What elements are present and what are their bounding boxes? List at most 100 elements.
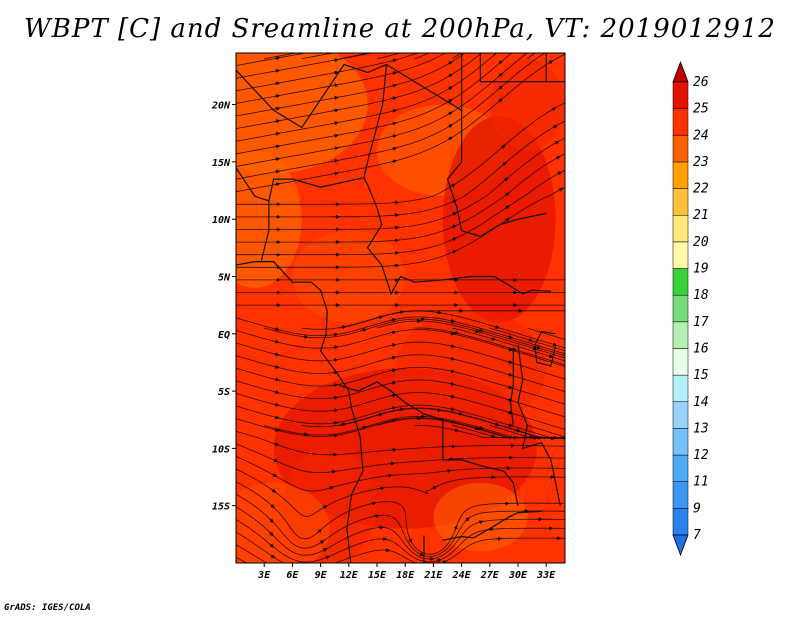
streamline-arrow <box>447 111 453 116</box>
streamline-arrow <box>378 50 381 51</box>
streamline-arrow <box>565 404 568 405</box>
y-tick-label: 20N <box>211 101 231 112</box>
plot-area <box>236 47 568 568</box>
streamline-arrow <box>551 107 557 112</box>
streamline-arrow <box>511 347 517 351</box>
streamline-arrow <box>432 486 437 490</box>
streamline-arrow <box>507 423 513 427</box>
streamline-arrow <box>557 171 563 176</box>
streamline-arrow <box>398 310 405 315</box>
x-tick-label: 18E <box>396 570 415 581</box>
streamline <box>527 53 536 60</box>
streamline-arrow <box>274 327 280 331</box>
streamline-arrow <box>319 540 325 545</box>
y-tick-label: 10N <box>212 215 231 226</box>
streamline-arrow <box>499 49 502 51</box>
streamline <box>451 53 462 60</box>
streamline-arrow <box>504 192 510 197</box>
streamline-arrow <box>500 144 506 149</box>
streamline <box>236 53 308 66</box>
streamline-arrow <box>449 331 456 336</box>
streamline-arrow <box>391 355 397 360</box>
streamline <box>236 53 513 155</box>
streamline-arrow <box>274 339 280 344</box>
streamline <box>236 354 565 393</box>
streamline-arrow <box>271 488 277 493</box>
streamlines <box>236 47 568 568</box>
streamline <box>236 53 546 180</box>
streamline-arrow <box>448 50 451 52</box>
streamline <box>236 53 447 104</box>
colorbar-label: 12 <box>693 448 709 463</box>
colorbar-label: 23 <box>693 155 709 170</box>
x-tick-label: 12E <box>340 570 359 581</box>
colorbar-min-arrow <box>672 534 689 557</box>
streamline-arrow <box>361 425 367 430</box>
streamline-arrow <box>392 47 395 48</box>
colorbar-label: 9 <box>693 501 701 516</box>
colorbar-segment <box>672 374 689 403</box>
colorbar-label: 14 <box>693 395 709 410</box>
streamline-arrow <box>528 338 534 342</box>
streamline-arrow <box>419 552 425 556</box>
streamline <box>236 169 565 256</box>
streamline <box>489 53 498 60</box>
wbpt-field <box>236 53 565 563</box>
streamline-arrow <box>447 86 453 91</box>
x-tick-label: 30E <box>508 570 528 581</box>
streamline-arrow <box>325 555 331 560</box>
streamline-arrow <box>317 528 322 534</box>
streamline <box>236 53 374 79</box>
streamline <box>236 53 528 167</box>
streamline-arrow <box>498 60 503 65</box>
streamline-arrow <box>474 329 480 334</box>
streamline <box>236 53 498 142</box>
x-tick-label: 3E <box>257 570 271 581</box>
streamline-arrow <box>333 58 339 63</box>
streamline-arrow <box>270 554 276 559</box>
streamline-arrow <box>451 250 457 254</box>
colorbar-label: 25 <box>693 102 709 117</box>
streamline-arrow <box>304 53 309 54</box>
streamline-arrow <box>549 49 552 51</box>
streamline <box>236 544 268 563</box>
x-tick-label: 21E <box>423 570 443 581</box>
streamline-arrow <box>494 325 500 329</box>
colorbar-segment <box>672 401 689 429</box>
streamline <box>236 316 565 355</box>
streamline-arrow <box>272 566 275 568</box>
x-tick-label: 6E <box>286 570 299 581</box>
colorbar-segment <box>672 161 689 189</box>
streamline-arrow <box>507 334 513 339</box>
streamline <box>264 53 298 60</box>
streamline-arrow <box>341 325 347 330</box>
streamline-arrow <box>274 81 281 86</box>
streamline <box>236 341 565 380</box>
coastline <box>236 261 364 563</box>
streamline-arrow <box>333 133 339 138</box>
streamline-arrow <box>377 412 384 417</box>
y-tick-label: 10S <box>212 444 230 455</box>
streamline-arrow <box>341 53 347 54</box>
streamline-arrow <box>504 205 510 210</box>
colorbar: 7 9 11 12 13 14 15 16 17 18 19 20 21 22 23 24 25 26 <box>672 60 709 557</box>
streamline <box>236 392 565 430</box>
grads-credit: GrADS: IGES/COLA <box>4 603 91 613</box>
streamline-arrow <box>391 330 397 335</box>
field-patch <box>236 482 330 563</box>
streamline-arrow <box>449 344 456 348</box>
streamline-arrow <box>274 106 281 111</box>
coastline <box>363 65 387 186</box>
streamline <box>236 53 565 193</box>
streamline-arrow <box>465 517 470 522</box>
streamline-arrow <box>274 169 281 174</box>
field-patch <box>442 116 556 323</box>
streamline-arrow <box>555 156 561 160</box>
colorbar-segment <box>672 188 689 216</box>
streamline-arrow <box>274 415 280 420</box>
streamline <box>236 519 565 563</box>
streamline-arrow <box>333 108 339 113</box>
streamline-arrow <box>377 315 384 320</box>
streamline-arrow <box>565 354 568 355</box>
streamline-arrow <box>391 393 397 398</box>
